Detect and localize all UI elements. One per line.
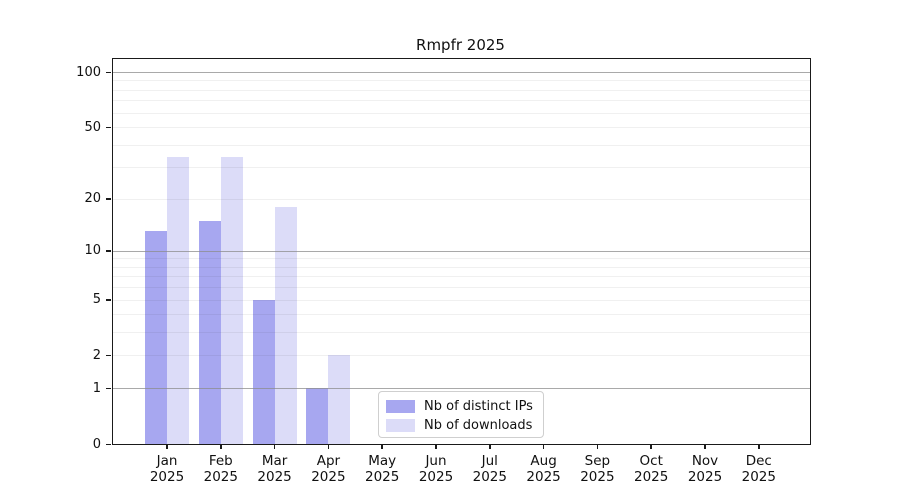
y-axis-tick-label: 100 [76, 64, 101, 80]
x-axis-tick-label: Feb 2025 [203, 453, 238, 485]
plot-area: 0 1 2 5 10 20 50 100 Jan 2025 Feb 2025 Mar 2025 Apr… [76, 58, 811, 485]
gridline-minor [113, 127, 810, 129]
bar-distinct-ips [306, 388, 329, 444]
x-axis-tick-label: Aug 2025 [526, 453, 561, 485]
x-axis-tick [381, 444, 383, 449]
y-axis-tick [106, 126, 111, 129]
y-axis-tick [106, 198, 111, 200]
y-axis-tick-label: 1 [92, 380, 101, 396]
gridline-minor [113, 144, 810, 146]
gridline-minor [113, 287, 810, 289]
y-axis-tick-label: 10 [84, 243, 101, 259]
bar-distinct-ips [145, 231, 167, 444]
x-axis-tick [542, 444, 545, 449]
gridline-minor [113, 355, 810, 357]
gridline-minor [113, 198, 810, 200]
x-axis-tick [327, 444, 330, 449]
gridline-minor [113, 299, 810, 301]
legend-swatch-downloads [386, 419, 415, 432]
bar-downloads [167, 157, 189, 444]
y-axis-tick [106, 71, 111, 73]
gridline-minor [113, 314, 810, 316]
chart-title: Rmpfr 2025 [416, 36, 505, 54]
x-axis-tick-label: Jul 2025 [472, 453, 507, 485]
gridline-major [113, 250, 810, 252]
bar-downloads [220, 157, 243, 444]
legend-label-downloads: Nb of downloads [424, 418, 533, 433]
x-axis-tick-label: Apr 2025 [311, 453, 346, 485]
x-axis-tick [704, 444, 706, 449]
x-axis-tick-label: May 2025 [365, 453, 400, 485]
gridline-minor [113, 167, 810, 169]
x-axis-tick-label: Nov 2025 [687, 453, 723, 485]
legend: Nb of distinct IPs Nb of downloads [378, 391, 544, 438]
gridline-minor [113, 100, 810, 102]
legend-item-downloads: Nb of downloads [386, 416, 543, 435]
gridline-major [113, 72, 810, 73]
gridline-minor [113, 266, 810, 268]
y-axis-tick [106, 354, 111, 357]
legend-swatch-distinct-ips [386, 400, 415, 413]
bar-downloads [274, 206, 297, 444]
y-axis-tick-label: 5 [92, 292, 101, 308]
y-axis-tick [106, 387, 111, 390]
x-axis-tick [220, 444, 222, 449]
gridline-minor [113, 276, 810, 278]
y-axis-tick [106, 443, 111, 445]
legend-label-distinct-ips: Nb of distinct IPs [424, 399, 533, 414]
gridline-major [113, 388, 810, 390]
x-axis-tick-label: Mar 2025 [257, 453, 292, 485]
x-axis-tick [166, 444, 168, 449]
x-axis-tick-label: Jan 2025 [149, 453, 185, 485]
x-axis-tick [273, 444, 276, 449]
bar-downloads [328, 355, 351, 444]
gridline-minor [113, 112, 810, 114]
x-axis-tick [596, 444, 599, 449]
x-axis-tick-label: Sep 2025 [580, 453, 615, 485]
y-axis-tick [106, 299, 111, 301]
bar-distinct-ips [198, 220, 221, 444]
bar-distinct-ips [252, 299, 275, 444]
x-axis-tick [758, 444, 760, 449]
x-axis-tick-label: Jun 2025 [418, 453, 454, 485]
legend-item-distinct-ips: Nb of distinct IPs [386, 397, 543, 416]
x-axis-tick [435, 444, 437, 449]
y-axis-tick-label: 2 [92, 347, 101, 363]
y-axis-tick-label: 50 [84, 119, 101, 135]
x-axis-tick-label: Dec 2025 [741, 453, 776, 485]
gridline-minor [113, 80, 810, 82]
gridline-minor [113, 258, 810, 260]
y-axis-tick-label: 0 [92, 436, 101, 452]
y-axis-tick-label: 20 [84, 191, 101, 207]
x-axis-tick [650, 444, 652, 449]
gridline-minor [113, 332, 810, 334]
x-axis-tick [489, 444, 491, 449]
x-axis-tick-label: Oct 2025 [634, 453, 669, 485]
gridline-minor [113, 89, 810, 91]
y-axis-tick [106, 250, 111, 252]
